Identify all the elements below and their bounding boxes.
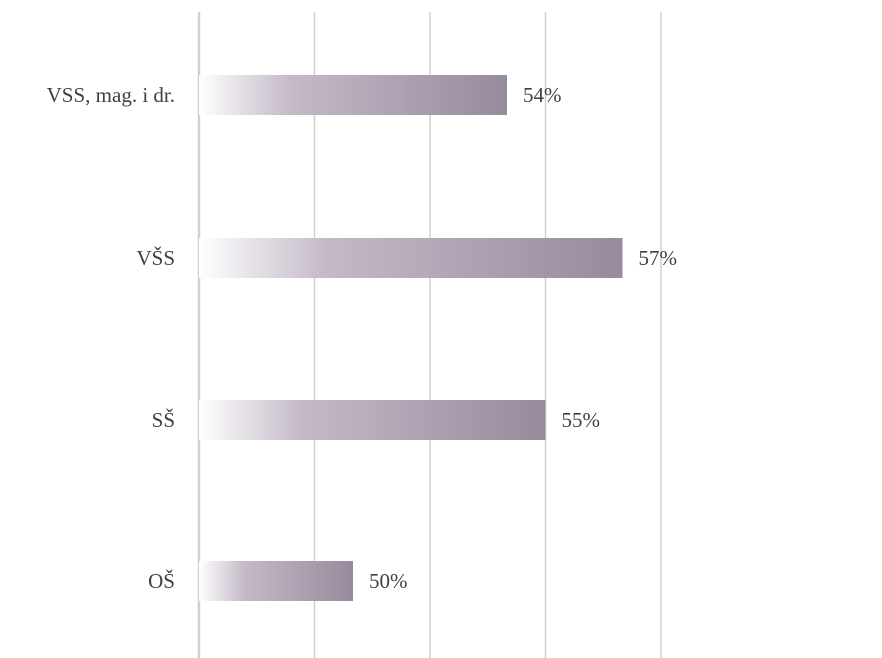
category-labels: VSS, mag. i dr. VŠS SŠ OŠ [47, 83, 175, 593]
category-label: VŠS [136, 246, 175, 270]
bars [199, 75, 623, 601]
bar [199, 561, 353, 601]
category-label: OŠ [148, 569, 175, 593]
value-label: 54% [523, 83, 562, 107]
category-label: SŠ [152, 408, 175, 432]
bar [199, 400, 546, 440]
bar [199, 75, 507, 115]
bar [199, 238, 623, 278]
gridlines [197, 12, 662, 658]
value-labels: 54% 57% 55% 50% [369, 83, 677, 593]
value-label: 55% [562, 408, 601, 432]
category-label: VSS, mag. i dr. [47, 83, 175, 107]
value-label: 50% [369, 569, 408, 593]
value-label: 57% [639, 246, 678, 270]
